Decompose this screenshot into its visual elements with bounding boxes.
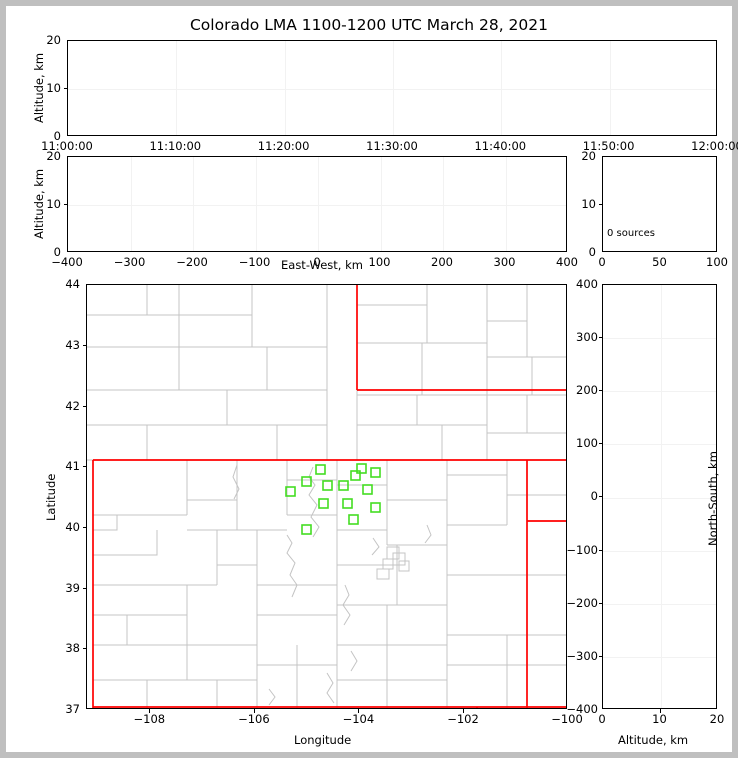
gridline [443,157,444,251]
gridline [193,157,194,251]
tick-mark [598,443,602,444]
tick-mark [149,709,151,713]
tick-mark [598,656,602,657]
east-west-ylabel: Altitude, km [32,168,46,239]
east-west-height-panel[interactable] [67,156,567,252]
gridline [603,550,716,552]
gridline [603,603,716,605]
map-ylabel: Latitude [44,473,58,521]
time-height-panel[interactable] [67,40,717,136]
gridline [603,656,716,658]
gridline [505,157,507,251]
gridline [68,205,566,206]
gridline [603,444,716,446]
map-geometry [87,285,566,708]
tick-mark [253,709,255,713]
tick-mark [659,709,661,713]
tick-mark [598,390,602,391]
tick-mark [82,527,86,528]
gridline [609,41,611,135]
north-south-altitude-panel[interactable] [602,284,717,709]
tick-mark [358,709,360,713]
time-height-ylabel: Altitude, km [32,52,46,123]
tick-mark [463,709,464,713]
gridline [380,157,382,251]
east-west-xlabel: East-West, km [281,258,363,272]
gridline [393,41,394,135]
gridline [603,338,716,340]
gridline [255,157,257,251]
north-south-xlabel: Altitude, km [618,733,689,747]
north-south-ylabel: North-South, km [706,451,720,546]
gridline [284,41,286,135]
map-xlabel: Longitude [294,733,352,747]
gridline [660,285,662,708]
tick-mark [82,345,86,346]
tick-mark [598,204,602,205]
gridline [130,157,132,251]
gridline [501,41,503,135]
gridline [68,89,716,90]
gridline [603,391,716,393]
figure-title: Colorado LMA 1100-1200 UTC March 28, 202… [189,16,549,34]
source-count-annotation: 0 sources [607,228,655,239]
gridline [603,497,716,499]
tick-mark [598,337,602,338]
gridline [318,157,319,251]
tick-mark [598,496,602,497]
tick-mark [63,88,67,89]
tick-mark [82,466,86,467]
tick-mark [598,550,602,551]
tick-mark [82,406,86,407]
tick-mark [82,588,86,589]
gridline [176,41,178,135]
latitude-longitude-map-panel[interactable] [86,284,567,709]
source-histogram-panel[interactable]: 0 sources [602,156,717,252]
tick-mark [82,648,86,649]
lma-station-markers [285,463,381,535]
tick-mark [598,603,602,604]
figure-canvas: Colorado LMA 1100-1200 UTC March 28, 202… [6,6,738,752]
tick-mark [63,204,67,205]
